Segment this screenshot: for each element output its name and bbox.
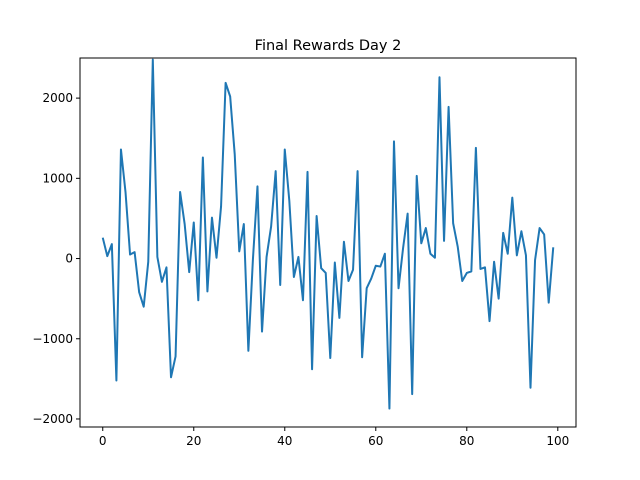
y-tick-label: 1000 bbox=[42, 171, 73, 185]
chart-title: Final Rewards Day 2 bbox=[255, 38, 402, 54]
y-tick-label: 0 bbox=[65, 252, 73, 266]
y-tick-label: −1000 bbox=[32, 332, 73, 346]
series-line bbox=[101, 58, 555, 410]
x-tick-label: 40 bbox=[277, 434, 292, 448]
plot-frame bbox=[79, 57, 577, 428]
y-axis-ticks: −2000 −1000 0 1000 2000 bbox=[32, 91, 80, 426]
x-tick-label: 80 bbox=[459, 434, 474, 448]
x-tick-label: 100 bbox=[546, 434, 569, 448]
x-tick-label: 20 bbox=[186, 434, 201, 448]
x-tick-label: 0 bbox=[99, 434, 107, 448]
y-tick-label: 2000 bbox=[42, 91, 73, 105]
x-axis-ticks: 0 20 40 60 80 100 bbox=[99, 427, 569, 448]
y-tick-label: −2000 bbox=[32, 412, 73, 426]
x-tick-label: 60 bbox=[368, 434, 383, 448]
